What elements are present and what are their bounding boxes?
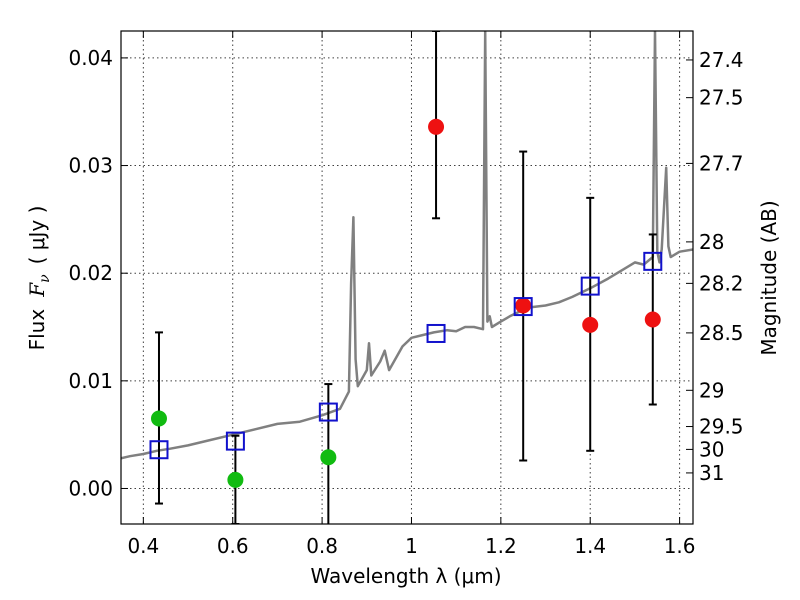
x-tick-label: 1.4 — [574, 534, 606, 558]
model-flux-square — [149, 440, 169, 460]
model-spectrum-line — [121, 31, 693, 460]
model-flux-square — [580, 276, 600, 296]
model-flux-square — [643, 251, 663, 271]
model-spectrum — [121, 31, 693, 460]
model-flux-square — [426, 323, 446, 343]
magnitude-tick-label: 27.5 — [699, 86, 744, 110]
y2-axis-label: Magnitude (AB) — [757, 200, 781, 355]
y-label-subscript: ν — [37, 274, 53, 283]
magnitude-tick-label: 30 — [699, 437, 724, 461]
nir-point — [428, 118, 445, 135]
x-tick-label: 0.8 — [306, 534, 338, 558]
nir-point — [582, 316, 599, 333]
y-label-word: Flux — [25, 309, 49, 351]
y-tick-label: 0.00 — [68, 476, 113, 500]
optical-point — [150, 410, 167, 427]
axis-ticks: 0.4 0.6 0.8 1 1.2 1.4 1.6 0.00 0.01 0.02 0.03 0.04 2… — [68, 31, 744, 558]
nir-point — [515, 297, 532, 314]
magnitude-tick-label: 27.4 — [699, 48, 744, 72]
y-label-unit: ( μJy ) — [25, 206, 49, 265]
magnitude-tick-label: 31 — [699, 461, 724, 485]
model-flux-square — [318, 402, 338, 422]
x-tick-label: 0.4 — [127, 534, 159, 558]
optical-point — [227, 471, 244, 488]
magnitude-tick-label: 29 — [699, 378, 724, 402]
y-tick-label: 0.03 — [68, 154, 113, 178]
model-flux-square — [225, 431, 245, 451]
gridlines — [121, 31, 693, 524]
model-flux-square — [513, 297, 533, 317]
x-axis-label: Wavelength λ (μm) — [310, 564, 501, 588]
plot-frame — [120, 30, 694, 525]
data-points — [149, 118, 663, 488]
y-label-symbol: F — [25, 282, 49, 298]
y-axis-label: Flux Fν ( μJy ) — [25, 206, 53, 351]
magnitude-tick-label: 28 — [699, 230, 724, 254]
x-tick-label: 0.6 — [217, 534, 249, 558]
y-tick-label: 0.04 — [68, 46, 113, 70]
magnitude-tick-label: 28.5 — [699, 321, 744, 345]
magnitude-tick-label: 27.7 — [699, 151, 744, 175]
x-tick-label: 1.6 — [664, 534, 696, 558]
x-tick-label: 1 — [405, 534, 418, 558]
nir-point — [644, 311, 661, 328]
x-tick-label: 1.2 — [485, 534, 517, 558]
y-tick-label: 0.01 — [68, 369, 113, 393]
magnitude-tick-label: 28.2 — [699, 271, 744, 295]
magnitude-tick-label: 29.5 — [699, 415, 744, 439]
optical-point — [320, 449, 337, 466]
y-tick-label: 0.02 — [68, 261, 113, 285]
